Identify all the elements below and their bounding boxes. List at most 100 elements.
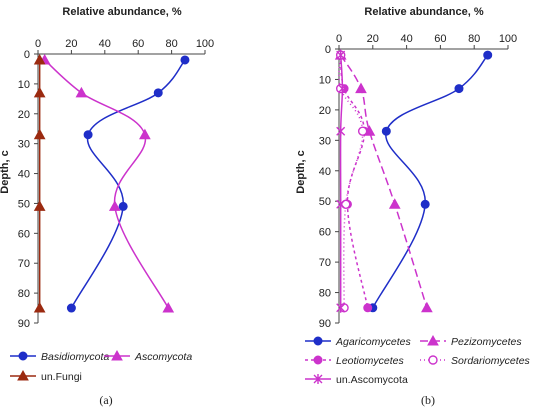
panel-a-y-label: Depth, c <box>0 150 11 193</box>
legend-item: Ascomycota <box>104 349 192 363</box>
x-tick-label: 0 <box>35 38 41 50</box>
data-point <box>421 301 433 313</box>
series-line-un-ascomycota <box>339 55 344 308</box>
legend-item: Agaricomycetes <box>305 336 411 348</box>
y-tick-label: 90 <box>18 318 30 330</box>
legend-marker <box>111 349 123 361</box>
data-point <box>336 199 346 210</box>
panel-a-plot-area <box>33 53 190 313</box>
data-point <box>108 200 121 211</box>
legend-marker <box>313 336 323 346</box>
data-point <box>83 130 93 140</box>
x-tick-label: 60 <box>434 33 446 45</box>
data-point <box>33 53 46 65</box>
y-tick-label: 90 <box>319 318 331 330</box>
legend-marker <box>313 374 323 384</box>
data-point <box>335 83 346 94</box>
legend-item: Leotiomycetes <box>305 355 404 367</box>
x-tick-label: 80 <box>165 38 177 50</box>
data-point <box>75 86 88 98</box>
y-tick-label: 50 <box>18 198 30 210</box>
legend-label: Ascomycota <box>134 351 192 363</box>
legend-label: Agaricomycetes <box>335 336 411 348</box>
data-point <box>341 199 351 209</box>
data-point <box>357 126 368 136</box>
data-point <box>118 201 128 211</box>
y-tick-label: 70 <box>18 258 30 270</box>
legend-item: Basidiomycota <box>10 351 109 363</box>
x-tick-label: 20 <box>65 38 77 50</box>
y-tick-label: 20 <box>18 109 30 121</box>
panel-a: Relative abundance, % Depth, c 0 20 40 60 80… <box>0 6 214 407</box>
y-tick-label: 20 <box>319 105 331 117</box>
legend-item: un.Ascomycota <box>305 374 408 386</box>
x-tick-label: 100 <box>196 38 214 50</box>
legend-item: Sordariomycetes <box>420 355 531 367</box>
x-tick-label: 40 <box>99 38 111 50</box>
legend-label: Pezizomycetes <box>451 336 522 348</box>
data-point <box>33 200 46 211</box>
legend-marker <box>313 355 323 365</box>
y-tick-label: 70 <box>319 257 331 269</box>
legend-label: un.Fungi <box>41 371 82 383</box>
legend-marker <box>17 369 29 381</box>
legend-marker <box>427 334 439 346</box>
y-tick-label: 10 <box>319 74 331 86</box>
x-tick-label: 80 <box>468 33 480 45</box>
data-point <box>139 128 151 140</box>
panel-a-title: Relative abundance, % <box>62 6 181 18</box>
y-tick-label: 60 <box>319 227 331 239</box>
legend-item: un.Fungi <box>10 369 82 383</box>
data-point <box>180 55 190 65</box>
legend-label: Sordariomycetes <box>451 355 531 367</box>
y-tick-label: 10 <box>18 79 30 91</box>
data-point <box>381 126 391 136</box>
y-tick-label: 40 <box>319 166 331 178</box>
y-tick-label: 50 <box>319 196 331 208</box>
data-point <box>162 302 175 313</box>
x-tick-label: 100 <box>499 33 517 45</box>
data-point <box>153 88 163 98</box>
y-tick-label: 0 <box>24 49 30 61</box>
data-point <box>454 84 464 94</box>
legend-label: Basidiomycota <box>41 351 109 363</box>
panel-a-legend: Basidiomycota Ascomycota un.Fungi <box>10 349 192 383</box>
y-tick-label: 80 <box>18 288 30 300</box>
data-point <box>33 128 46 140</box>
data-point <box>336 50 346 61</box>
series-line-basidiomycota <box>70 59 186 309</box>
data-point <box>336 126 346 137</box>
panel-a-caption: (a) <box>99 393 112 407</box>
data-point <box>66 303 76 313</box>
panel-b-caption: (b) <box>421 393 435 407</box>
x-tick-label: 0 <box>336 33 342 45</box>
data-point <box>355 82 367 94</box>
panel-a-ticks: 0 20 40 60 80 100 0 10 20 30 40 50 60 70 80 90 <box>18 38 214 330</box>
legend-marker <box>18 351 28 361</box>
x-tick-label: 40 <box>400 33 412 45</box>
data-point <box>33 86 46 98</box>
panel-b-plot-area <box>334 49 493 313</box>
data-point <box>420 199 430 209</box>
panel-b-y-label: Depth, c <box>295 150 307 193</box>
data-point <box>363 303 373 313</box>
panel-b-legend: Agaricomycetes Pezizomycetes Leotiomycetes… <box>305 334 531 386</box>
data-point <box>483 50 493 60</box>
legend-marker <box>428 355 438 365</box>
series-line-agaricomycetes <box>372 54 489 309</box>
y-tick-label: 0 <box>325 44 331 56</box>
x-tick-label: 20 <box>367 33 379 45</box>
series-line-pezizomycetes <box>340 54 428 309</box>
panel-b-title: Relative abundance, % <box>364 6 483 18</box>
x-tick-label: 60 <box>132 38 144 50</box>
data-point <box>337 83 347 94</box>
data-point <box>388 198 401 209</box>
y-tick-label: 40 <box>18 169 30 181</box>
y-tick-label: 60 <box>18 228 30 240</box>
y-tick-label: 30 <box>319 135 331 147</box>
legend-item: Pezizomycetes <box>420 334 522 348</box>
panel-b-ticks: 0 20 40 60 80 100 0 10 20 30 40 50 60 70 80 90 <box>319 33 517 330</box>
data-point <box>336 302 346 313</box>
legend-label: un.Ascomycota <box>336 374 408 386</box>
